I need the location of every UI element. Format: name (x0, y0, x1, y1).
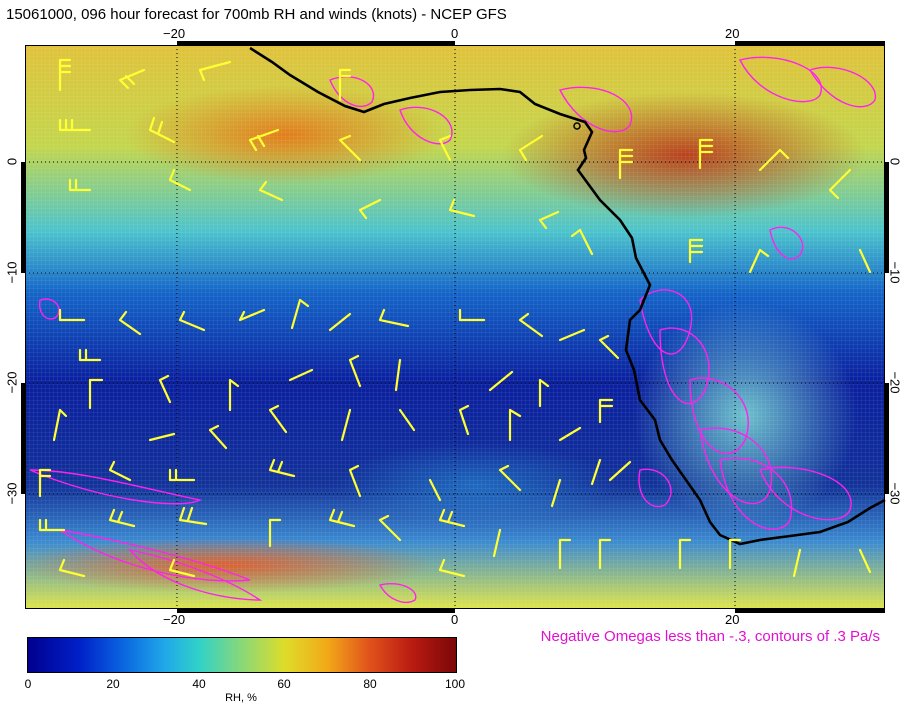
lat-label-right: 0 (887, 157, 903, 166)
colorbar-tick: 100 (444, 677, 466, 691)
lat-label-left: −20 (4, 371, 20, 394)
lat-label-right: −20 (887, 371, 903, 394)
axis-frame-ticks (21, 41, 889, 613)
lat-label-right: −10 (887, 261, 903, 284)
colorbar-tick: 0 (24, 677, 32, 691)
omega-legend-note: Negative Omegas less than -.3, contours … (540, 628, 880, 645)
colorbar-tick: 60 (277, 677, 291, 691)
lon-label-bottom: −20 (163, 612, 186, 627)
wind-barbs (38, 58, 872, 578)
coastline (249, 46, 886, 546)
lake-marker (573, 122, 581, 130)
lon-label-top: 20 (725, 26, 740, 41)
chart-title: 15061000, 096 hour forecast for 700mb RH… (6, 6, 507, 23)
omega-contours (29, 56, 876, 603)
colorbar-label: RH, % (225, 692, 257, 704)
colorbar-tick: 80 (363, 677, 377, 691)
rh-colorbar (27, 637, 457, 673)
lat-label-right: −30 (887, 482, 903, 505)
lon-label-bottom: 20 (725, 612, 740, 627)
rh-map-field (25, 45, 885, 609)
colorbar-tick: 20 (106, 677, 120, 691)
lon-label-top: −20 (163, 26, 186, 41)
lat-label-left: −10 (4, 261, 20, 284)
lat-label-left: 0 (4, 157, 20, 166)
lat-label-left: −30 (4, 482, 20, 505)
colorbar-tick: 40 (192, 677, 206, 691)
lon-label-top: 0 (451, 26, 459, 41)
lon-label-bottom: 0 (451, 612, 459, 627)
graticule (25, 45, 885, 609)
